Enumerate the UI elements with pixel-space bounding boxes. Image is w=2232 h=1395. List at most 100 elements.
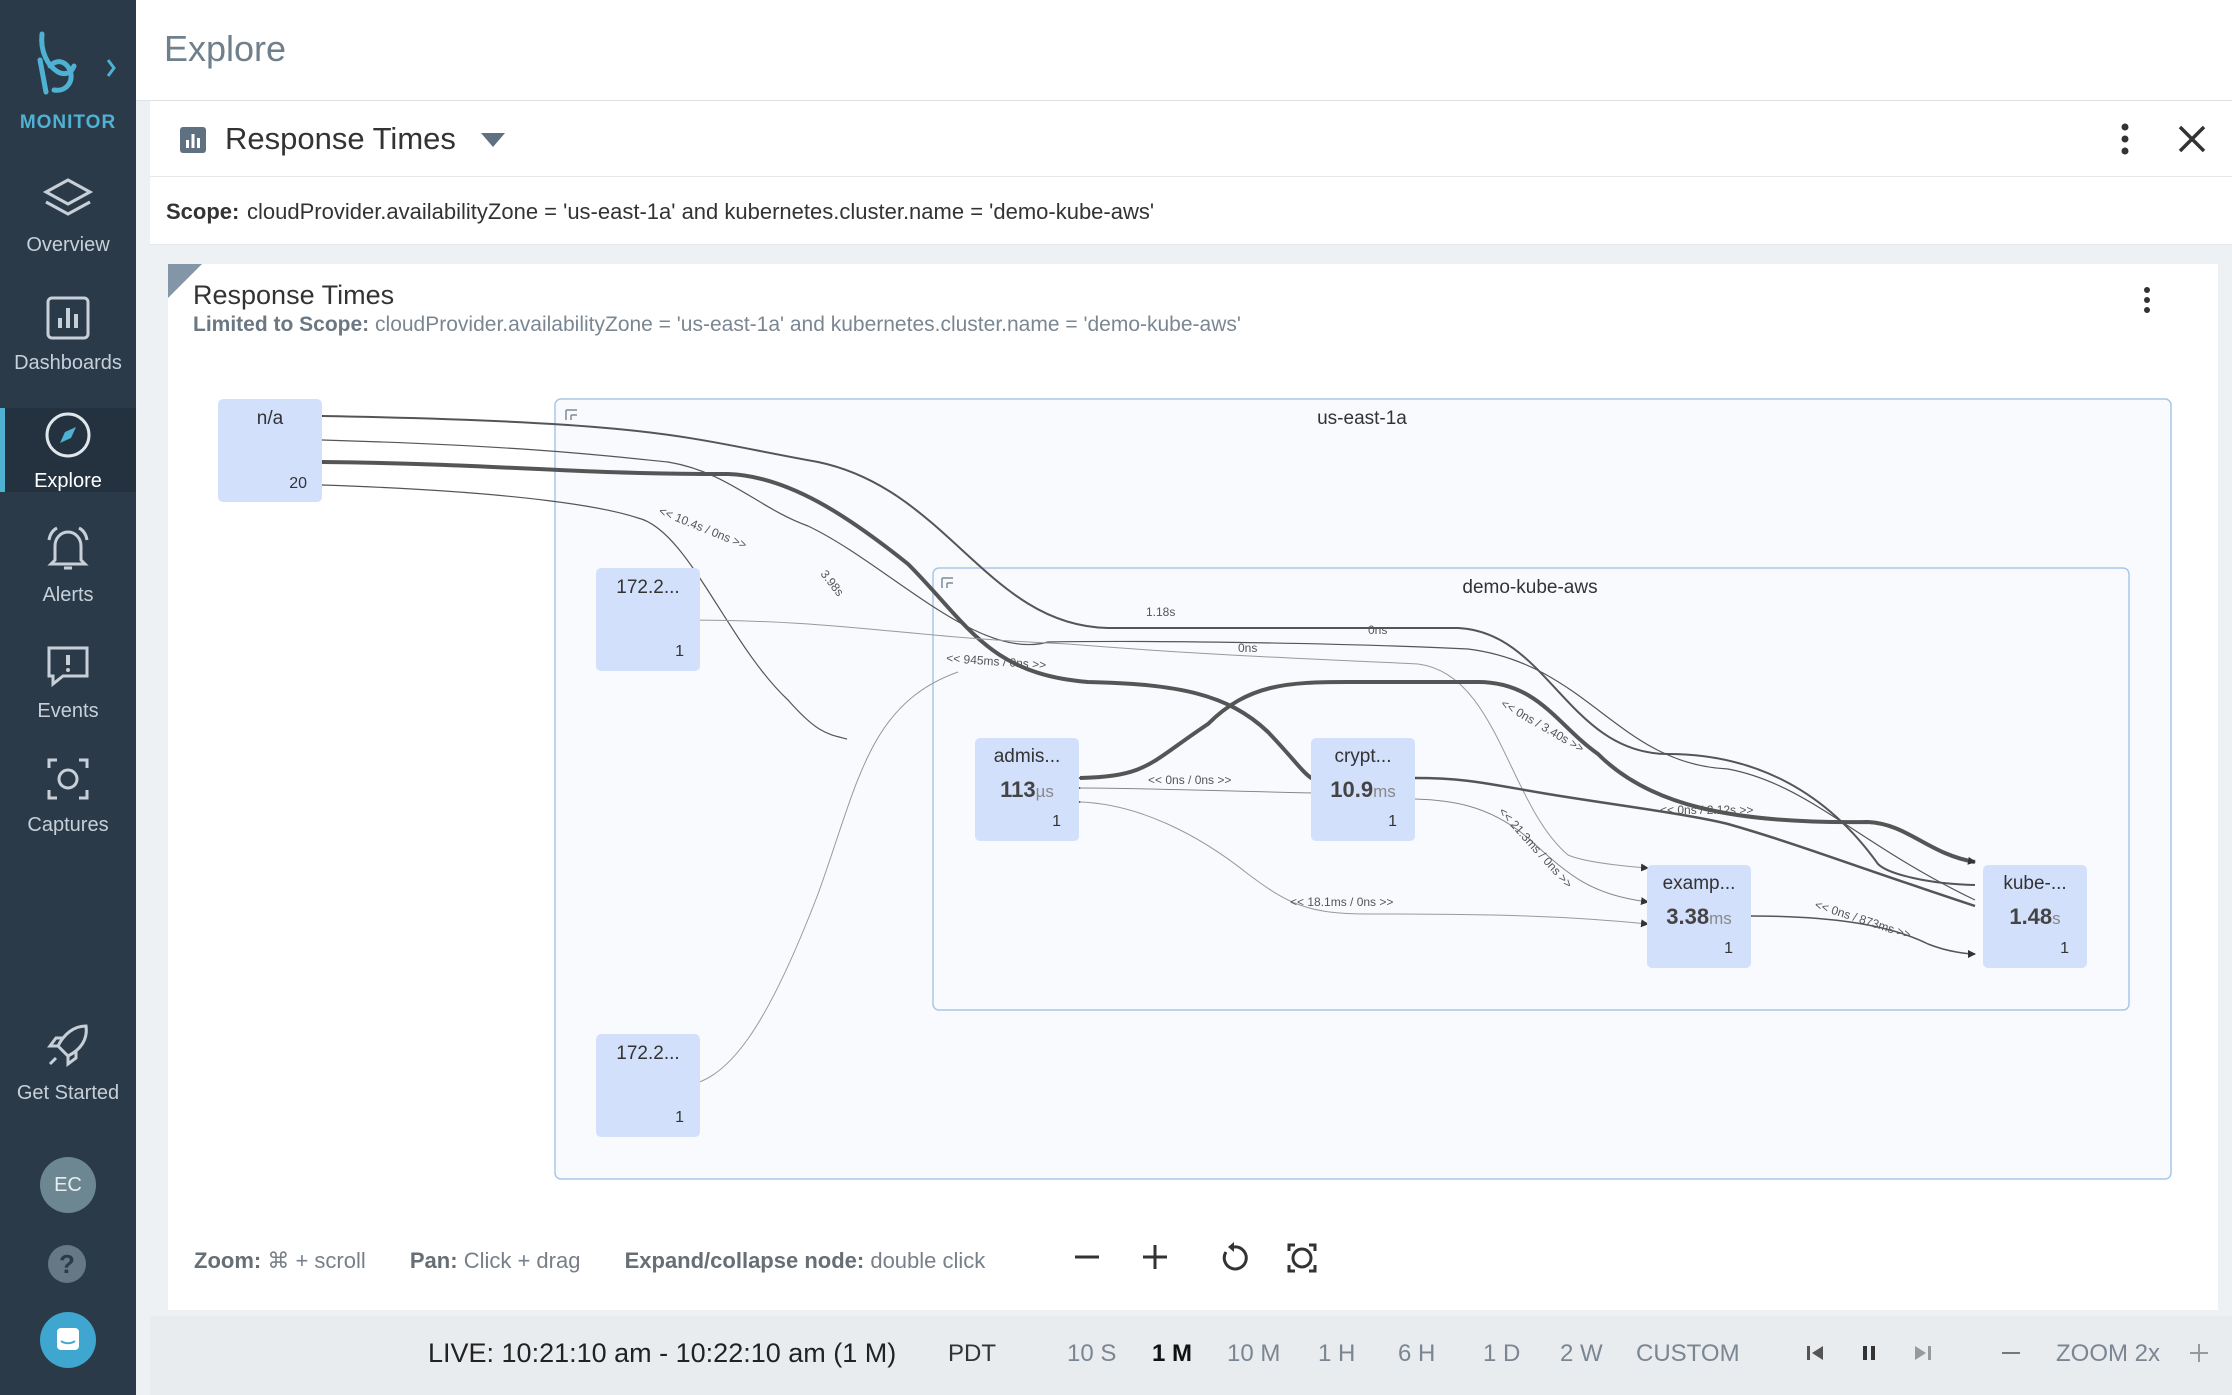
bell-icon (47, 526, 89, 570)
node-value: 113 (1000, 777, 1036, 802)
sidebar-item-label: Explore (34, 470, 102, 492)
pan-hint-value: Click + drag (463, 1248, 581, 1273)
chat-icon (57, 1328, 79, 1350)
node-name: n/a (257, 408, 284, 429)
node-ip-2[interactable]: 172.2... 1 (596, 1034, 700, 1137)
expand-icon (565, 409, 577, 420)
node-value: 3.38 (1666, 904, 1709, 929)
node-count: 1 (675, 643, 684, 660)
time-zoom-in-icon[interactable] (2190, 1344, 2208, 1362)
sidebar-item-overview[interactable]: Overview (0, 176, 136, 286)
more-options-icon[interactable] (2120, 123, 2130, 155)
node-crypt[interactable]: crypt... 10.9ms 1 (1311, 738, 1415, 841)
chat-alert-icon (47, 646, 89, 688)
svg-text:10.9ms: 10.9ms (1330, 777, 1396, 802)
range-10m[interactable]: 10 M (1227, 1340, 1281, 1367)
node-examp[interactable]: examp... 3.38ms 1 (1647, 865, 1751, 968)
node-kube[interactable]: kube-... 1.48s 1 (1983, 865, 2087, 968)
sidebar-item-dashboards[interactable]: Dashboards (0, 294, 136, 404)
sidebar-item-events[interactable]: Events (0, 640, 136, 750)
pan-hint-key: Pan: (409, 1248, 458, 1273)
sidebar-item-captures[interactable]: Captures (0, 754, 136, 864)
range-1d[interactable]: 1 D (1483, 1340, 1521, 1367)
timezone-label[interactable]: PDT (948, 1340, 996, 1367)
page-title: Explore (164, 28, 287, 69)
range-2w[interactable]: 2 W (1560, 1340, 1603, 1367)
zoom-hint-key: Zoom: (194, 1248, 262, 1273)
help-icon[interactable]: ? (48, 1245, 86, 1283)
node-ip-1[interactable]: 172.2... 1 (596, 568, 700, 671)
sidebar-item-label: Overview (26, 234, 110, 256)
edge-label: << 18.1ms / 0ns >> (1290, 895, 1393, 909)
group-demo-kube-aws[interactable]: demo-kube-aws (932, 567, 2130, 1011)
node-na[interactable]: n/a 20 (218, 399, 322, 502)
edge (314, 457, 1408, 783)
range-1m[interactable]: 1 M (1152, 1340, 1193, 1367)
edge (1743, 911, 1976, 958)
skip-back-icon[interactable] (1806, 1344, 1824, 1362)
group-label: us-east-1a (1317, 408, 1407, 429)
skip-forward-icon[interactable] (1914, 1344, 1932, 1362)
live-time-range: LIVE: 10:21:10 am - 10:22:10 am (1 M) (428, 1338, 897, 1368)
topology-graph[interactable]: us-east-1a demo-kube-aws (168, 264, 2218, 1214)
time-zoom-level: ZOOM 2x (2056, 1340, 2161, 1367)
chevron-down-icon[interactable] (481, 133, 505, 147)
edge (314, 480, 848, 740)
edge-label: 0ns (1238, 641, 1257, 655)
range-10s[interactable]: 10 S (1067, 1340, 1117, 1367)
pause-icon[interactable] (1860, 1344, 1878, 1362)
nodes: n/a 20 172.2... 1 172.2... 1 admis... 11… (218, 399, 2087, 1137)
edges (314, 411, 1976, 1087)
node-unit: s (2052, 909, 2061, 928)
node-name: crypt... (1334, 746, 1391, 767)
node-value: 10.9 (1330, 777, 1373, 802)
edge-label: << 945ms / 0ns >> (946, 651, 1047, 672)
sidebar-item-label: Events (37, 700, 99, 722)
sidebar-item-get-started[interactable]: Get Started (0, 1020, 136, 1130)
svg-text:3.38ms: 3.38ms (1666, 904, 1732, 929)
edge (1407, 773, 1976, 908)
edge (1072, 797, 1649, 928)
topology-panel: Response Times Limited to Scope: cloudPr… (168, 264, 2218, 1310)
edge (1072, 680, 1976, 865)
sidebar-item-explore[interactable]: Explore (0, 408, 136, 492)
sidebar-item-label: Dashboards (14, 352, 122, 374)
monitor-logo[interactable] (0, 22, 136, 142)
node-value: 1.48 (2009, 904, 2052, 929)
sidebar: MONITOR Overview Dashboards Explore (0, 0, 136, 1395)
zoom-hint-value: ⌘ + scroll (267, 1248, 366, 1273)
scope-bar[interactable]: Scope: cloudProvider.availabilityZone = … (150, 177, 2232, 245)
avatar[interactable]: EC (40, 1157, 96, 1213)
scope-value[interactable]: cloudProvider.availabilityZone = 'us-eas… (247, 199, 1155, 224)
logo-text: MONITOR (19, 112, 117, 133)
edge-label: 0ns (1368, 623, 1387, 637)
sidebar-item-alerts[interactable]: Alerts (0, 524, 136, 634)
metric-header: Response Times (150, 101, 2232, 177)
reset-icon[interactable] (1218, 1242, 1250, 1274)
fit-to-screen-icon[interactable] (1286, 1242, 1318, 1274)
panel-corner-marker (168, 264, 202, 298)
node-count: 1 (1388, 813, 1397, 830)
panel-scope-value: cloudProvider.availabilityZone = 'us-eas… (375, 313, 1241, 336)
sidebar-item-label: Get Started (16, 1082, 120, 1104)
range-1h[interactable]: 1 H (1318, 1340, 1356, 1367)
panel-more-options-icon[interactable] (2142, 286, 2152, 314)
expand-hint-key: Expand/collapse node: (624, 1248, 865, 1273)
range-custom[interactable]: CUSTOM (1636, 1340, 1740, 1367)
zoom-out-icon[interactable] (1072, 1242, 1102, 1272)
page-header: Explore (136, 0, 2232, 101)
node-name: kube-... (2003, 873, 2066, 894)
layers-icon (42, 178, 94, 216)
node-admis[interactable]: admis... 113µs 1 (975, 738, 1079, 841)
node-count: 1 (1052, 813, 1061, 830)
sidebar-item-label: Alerts (42, 584, 94, 606)
chat-button[interactable] (40, 1312, 96, 1368)
close-icon[interactable] (2178, 125, 2206, 153)
sidebar-item-label: Captures (27, 814, 109, 836)
compass-icon (45, 412, 91, 458)
time-zoom-out-icon[interactable] (2002, 1350, 2020, 1356)
node-count: 1 (1724, 940, 1733, 957)
zoom-in-icon[interactable] (1140, 1242, 1170, 1272)
metric-title[interactable]: Response Times (225, 121, 456, 156)
range-6h[interactable]: 6 H (1398, 1340, 1436, 1367)
